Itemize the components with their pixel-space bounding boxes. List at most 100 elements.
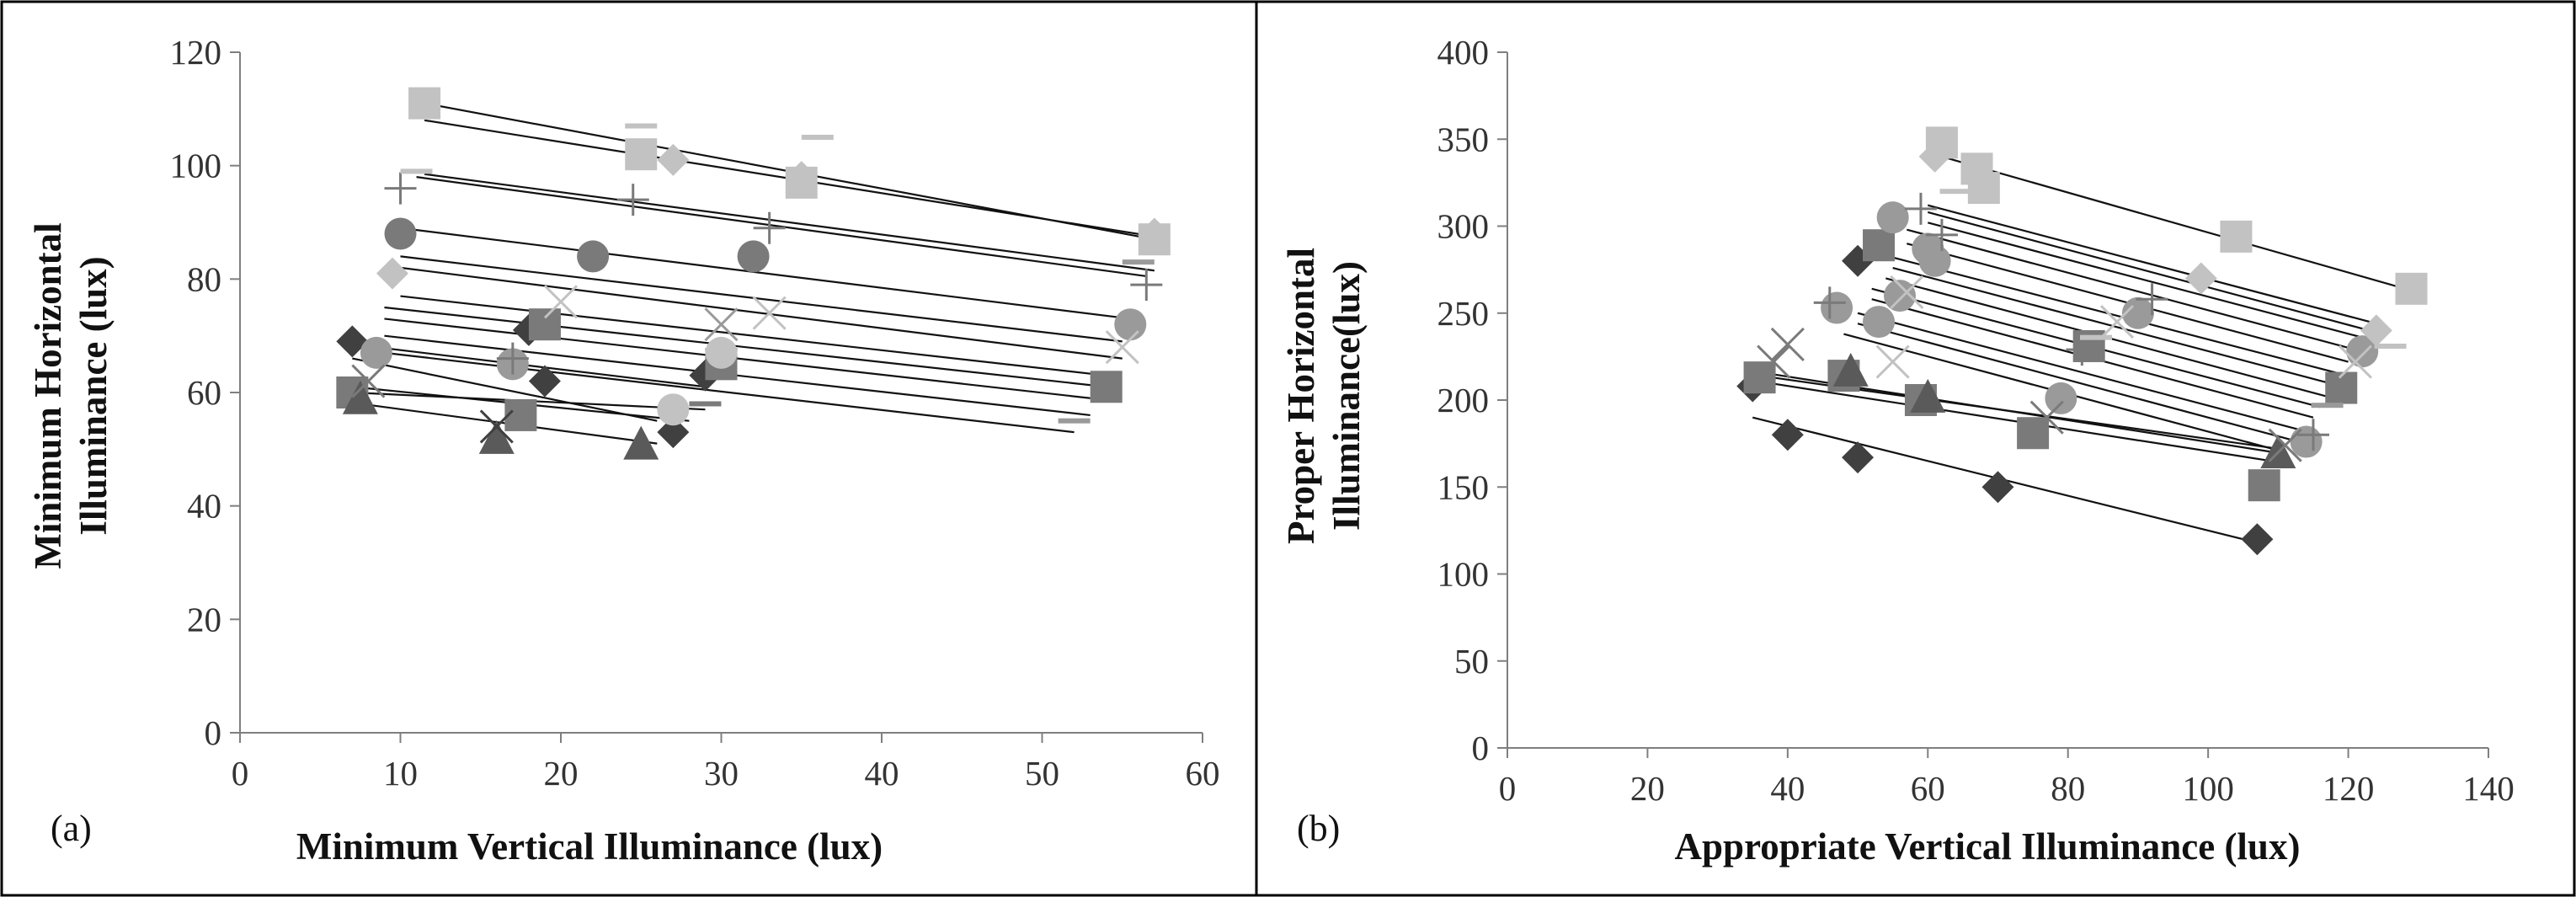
point-x (752, 296, 787, 330)
point-triangle (478, 419, 515, 454)
axes-b: 0 50 100 150 200 250 300 350 400 0 20 40 60 80 100 120 1… (1437, 33, 2515, 808)
y-tick-label: 120 (170, 33, 222, 72)
point-x (1770, 327, 1805, 361)
x-tick-label: 60 (1186, 754, 1220, 793)
trend-line (1857, 312, 2300, 431)
point-diamond (1918, 140, 1951, 173)
point-x (1890, 275, 1924, 310)
x-tick-label: 140 (2462, 769, 2515, 808)
point-triangle (1910, 378, 1946, 413)
point-square (2220, 220, 2253, 253)
trend-line (352, 357, 658, 422)
point-plus (1813, 286, 1846, 319)
y-tick-label: 80 (187, 259, 221, 298)
point-dash (1939, 189, 1972, 195)
point-circle (1114, 308, 1147, 341)
point-plus (2136, 283, 2168, 316)
point-diamond (2360, 314, 2392, 347)
x-tick-label: 60 (1911, 769, 1945, 808)
point-dash (400, 168, 433, 174)
point-x (2268, 428, 2302, 462)
point-diamond (2241, 523, 2274, 556)
point-x (704, 307, 739, 342)
point-circle (1821, 291, 1853, 324)
scatter-points-a (336, 87, 1171, 460)
y-tick-label: 100 (170, 147, 222, 185)
y-tick-label: 400 (1437, 33, 1490, 72)
trend-line (384, 318, 1091, 399)
point-diamond (376, 257, 408, 290)
x-tick-label: 10 (383, 754, 418, 793)
point-square (625, 138, 658, 171)
point-plus (753, 211, 786, 244)
point-square (528, 308, 561, 341)
point-circle (2045, 382, 2077, 414)
point-x (479, 409, 514, 444)
x-tick-label: 20 (1630, 769, 1665, 808)
y-tick-label: 150 (1437, 467, 1490, 506)
point-circle (657, 393, 690, 426)
point-diamond (336, 325, 369, 358)
y-tick-label: 0 (1472, 729, 1490, 767)
point-circle (360, 336, 392, 369)
chart-panel-a: 0 20 40 60 80 100 120 0 10 20 30 40 50 60 Minimum Ver… (27, 33, 1220, 868)
point-dash (689, 401, 722, 407)
point-diamond (657, 143, 690, 176)
point-x (1105, 330, 1139, 365)
point-dash (2080, 334, 2112, 340)
point-diamond (528, 365, 561, 398)
trend-line (1928, 211, 2370, 332)
x-axis-title-a: Minimum Vertical Illuminance (lux) (296, 825, 883, 868)
x-tick-label: 0 (232, 754, 249, 793)
chart-panel-b: 0 50 100 150 200 250 300 350 400 0 20 40 60 80 100 120 1… (1280, 33, 2515, 868)
trend-line (1928, 222, 2363, 339)
point-diamond (1771, 419, 1804, 451)
point-square (1967, 172, 2000, 205)
point-diamond (785, 161, 818, 194)
trend-line (400, 255, 1123, 343)
trend-line (1941, 155, 2412, 291)
point-circle (1918, 244, 1951, 277)
point-circle (1863, 306, 1896, 339)
trend-line (400, 227, 1131, 320)
fit-lines-b (1752, 155, 2412, 544)
point-x (2338, 344, 2372, 379)
trend-line (1857, 323, 2293, 441)
y-axis-title-a-line1: Minimum Horizontal (27, 222, 69, 569)
point-circle (577, 240, 610, 273)
point-plus (496, 342, 529, 375)
x-tick-label: 80 (2051, 769, 2085, 808)
y-tick-label: 50 (1454, 642, 1489, 681)
point-square (408, 87, 441, 120)
x-tick-label: 20 (544, 754, 579, 793)
point-triangle (1832, 352, 1869, 387)
point-square (1863, 229, 1896, 262)
panel-label-a: (a) (51, 808, 92, 849)
point-dash (1122, 259, 1155, 265)
y-tick-label: 300 (1437, 207, 1490, 246)
point-circle (705, 336, 738, 369)
point-x (1757, 344, 1791, 379)
trend-line (1928, 204, 2377, 325)
point-plus (1925, 218, 1958, 251)
point-diamond (657, 416, 690, 449)
point-circle (384, 217, 417, 250)
point-dash (625, 123, 658, 129)
point-circle (1876, 201, 1909, 234)
y-axis-title-a-line2: Illuminance (lux) (72, 256, 115, 535)
point-x (2029, 400, 2064, 435)
point-dash (2311, 403, 2344, 408)
trend-line (424, 173, 1155, 272)
point-dash (801, 135, 834, 140)
point-diamond (1981, 471, 2014, 504)
y-tick-label: 100 (1437, 555, 1490, 594)
y-tick-label: 20 (187, 600, 221, 638)
trend-line (1907, 228, 2356, 351)
point-square (2248, 469, 2280, 502)
point-square (2395, 272, 2428, 305)
point-diamond (2184, 262, 2217, 295)
point-circle (2121, 296, 2154, 329)
x-tick-label: 120 (2323, 769, 2375, 808)
